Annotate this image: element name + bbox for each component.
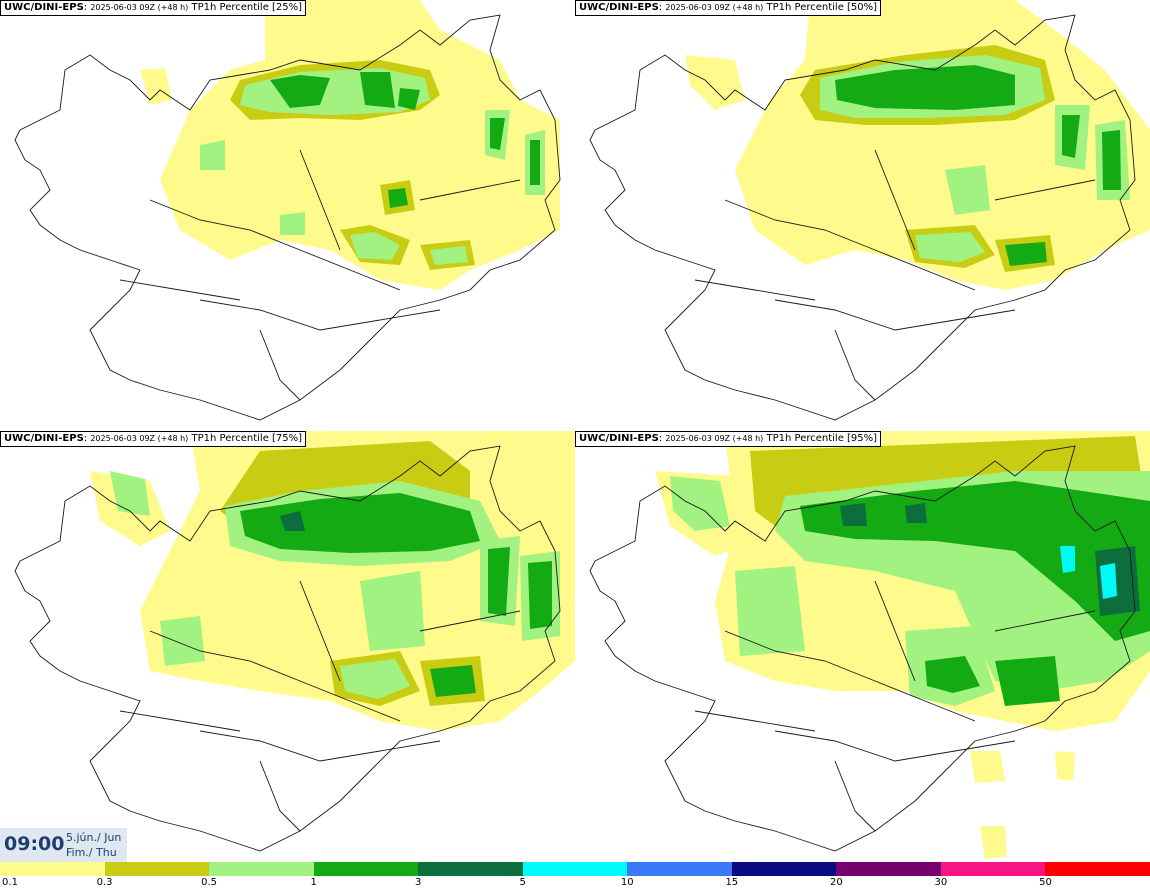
map-p95 — [589, 431, 1150, 859]
legend-tick-label: 0.1 — [2, 877, 18, 888]
valid-time-box: 09:00 5.jún./ Jun Fim./ Thu — [0, 828, 127, 864]
legend-swatch — [836, 862, 942, 876]
map-panel-p75: UWC/DINI-EPS: 2025-06-03 09Z (+48 h) TP1… — [0, 431, 575, 862]
legend-swatch — [731, 862, 837, 876]
iceland-coastline — [14, 445, 561, 852]
precip-field — [140, 0, 560, 290]
panel-title: UWC/DINI-EPS: 2025-06-03 09Z (+48 h) TP1… — [0, 0, 307, 16]
legend-tick-label: 15 — [725, 877, 739, 888]
iceland-coastline — [14, 14, 561, 421]
legend-tick-label: 10 — [620, 877, 634, 888]
valid-day: Fim./ Thu — [66, 846, 117, 859]
legend-tick-label: 0.5 — [201, 877, 218, 888]
legend-tick-label: 1 — [310, 877, 317, 888]
valid-time: 09:00 — [4, 833, 65, 855]
iceland-coastline — [589, 445, 1136, 852]
legend-swatch — [104, 862, 210, 876]
legend-tick-label: 50 — [1039, 877, 1052, 888]
legend-swatch — [1045, 862, 1150, 876]
map-p75 — [14, 431, 575, 852]
iceland-coastline — [589, 14, 1136, 421]
map-p50 — [589, 0, 1150, 421]
panel-title: UWC/DINI-EPS: 2025-06-03 09Z (+48 h) TP1… — [575, 0, 882, 16]
legend-tick-label: 0.3 — [96, 877, 113, 888]
panel-title: UWC/DINI-EPS: 2025-06-03 09Z (+48 h) TP1… — [575, 431, 882, 447]
legend-swatch — [940, 862, 1046, 876]
precip-field — [685, 0, 1150, 290]
legend-swatch — [209, 862, 315, 876]
legend-swatch — [522, 862, 628, 876]
map-panel-p50: UWC/DINI-EPS: 2025-06-03 09Z (+48 h) TP1… — [575, 0, 1150, 431]
legend-tick-label: 5 — [519, 877, 526, 888]
precip-field — [655, 431, 1150, 859]
map-p25 — [14, 0, 561, 421]
legend-swatch — [627, 862, 733, 876]
legend-swatch — [313, 862, 419, 876]
precip-field — [90, 431, 575, 731]
legend-swatch — [418, 862, 524, 876]
panel-title: UWC/DINI-EPS: 2025-06-03 09Z (+48 h) TP1… — [0, 431, 307, 447]
legend-tick-label: 30 — [934, 877, 948, 888]
legend-tick-label: 20 — [829, 877, 843, 888]
legend-tick-label: 3 — [414, 877, 422, 888]
legend-swatch — [0, 862, 106, 876]
color-legend: 0.1 0.3 0.5 1 3 5 10 15 20 30 50 — [0, 862, 1150, 891]
map-panel-p25: UWC/DINI-EPS: 2025-06-03 09Z (+48 h) TP1… — [0, 0, 575, 431]
valid-date: 5.jún./ Jun — [66, 831, 122, 844]
map-panel-p95: UWC/DINI-EPS: 2025-06-03 09Z (+48 h) TP1… — [575, 431, 1150, 862]
